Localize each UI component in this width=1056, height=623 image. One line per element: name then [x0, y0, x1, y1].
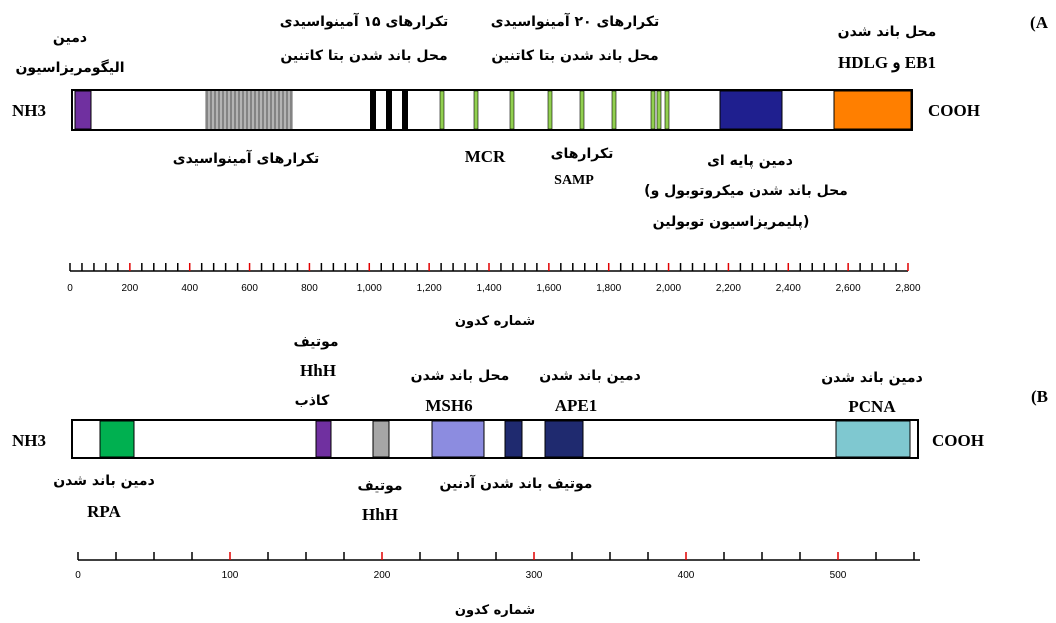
- panel-b-label: (B: [1031, 387, 1048, 406]
- basic-domain-label-3: پلیمریزاسیون توبولین): [653, 214, 810, 230]
- eb1-hdlg-binding-site: [833, 90, 912, 130]
- rpa-label-2: RPA: [87, 502, 121, 521]
- samp-repeat-mark: [579, 90, 585, 130]
- axis-a-title: شماره کدون: [455, 314, 535, 329]
- aa-repeats-label: تکرارهای آمینواسیدی: [173, 149, 320, 167]
- axis-a-tick-label: 2,000: [656, 283, 681, 294]
- axis-a-tick-label: 2,600: [836, 283, 861, 294]
- oligomerization-domain: [74, 90, 92, 130]
- adenine-motif-label: موتیف باند شدن آدنین: [440, 474, 593, 492]
- axis-a-tick-label: 400: [181, 283, 198, 294]
- samp-repeat-mark: [664, 90, 670, 130]
- axis-b-tick-label: 0: [75, 570, 81, 581]
- samp-repeat-mark: [473, 90, 479, 130]
- axis-a-tick-label: 1,200: [417, 283, 442, 294]
- pcna-label-1: دمین باند شدن: [821, 370, 923, 386]
- samp-label-1: تکرارهای: [551, 146, 614, 162]
- eb1-label-1: محل باند شدن: [838, 24, 937, 40]
- axis-b-tick-label: 300: [526, 570, 543, 581]
- panel-b: (B NH3 COOH موتیف HhH کاذب محل باند شدن …: [12, 334, 1048, 618]
- repeat-20aa-label-1: تکرارهای ۲۰ آمینواسیدی: [491, 12, 659, 30]
- mcr-label: MCR: [465, 147, 506, 166]
- c-terminus-label: COOH: [928, 101, 980, 120]
- hhh-label-1: موتیف: [357, 478, 402, 494]
- msh6-binding-site: [431, 420, 485, 458]
- pseudo-hhh-label-1: موتیف: [293, 334, 338, 350]
- msh6-label-2: MSH6: [425, 396, 472, 415]
- axis-b-tick-label: 100: [222, 570, 239, 581]
- axis-a-tick-label: 200: [122, 283, 139, 294]
- c-terminus-label-b: COOH: [932, 431, 984, 450]
- axis-a-tick-label: 1,400: [476, 283, 501, 294]
- beta-catenin-15aa-repeats: [370, 91, 408, 129]
- panel-a: (A NH3 COOH دمین الیگومریزاسیون تکرارهای…: [12, 12, 1049, 329]
- oligomerization-label-1: دمین: [53, 30, 87, 46]
- repeat-20aa-label-2: محل باند شدن بتا کاتنین: [491, 48, 658, 64]
- samp-repeat-mark: [650, 90, 656, 130]
- axis-a-tick-label: 2,800: [895, 283, 920, 294]
- mutyh-protein-bar: [71, 419, 919, 459]
- axis-a-tick-label: 1,600: [536, 283, 561, 294]
- repeat-block-bg: [205, 91, 293, 129]
- panel-a-label: (A: [1030, 13, 1049, 32]
- samp-repeat-mark: [611, 90, 617, 130]
- hhh-label-2: HhH: [362, 505, 398, 524]
- axis-b-tick-label: 500: [830, 570, 847, 581]
- codon-axis-b: 0 100 200 300 400 500: [75, 552, 920, 581]
- n-terminus-label: NH3: [12, 101, 46, 120]
- axis-a-tick-label: 0: [67, 283, 73, 294]
- oligomerization-label-2: الیگومریزاسیون: [15, 59, 124, 76]
- basic-domain: [719, 90, 783, 130]
- axis-a-tick-label: 2,200: [716, 283, 741, 294]
- axis-a-tick-label: 600: [241, 283, 258, 294]
- samp-repeat-mark: [439, 90, 445, 130]
- apc-protein-bar: [71, 89, 913, 131]
- adenine-binding-motif: [504, 420, 523, 458]
- repeat-15aa-label-1: تکرارهای ۱۵ آمینواسیدی: [280, 12, 448, 30]
- axis-a-tick-label: 1,800: [596, 283, 621, 294]
- pseudo-hhh-label-3: کاذب: [295, 393, 331, 409]
- samp-label-2: SAMP: [554, 173, 594, 188]
- axis-a-tick-label: 1,000: [357, 283, 382, 294]
- n-terminus-label-b: NH3: [12, 431, 46, 450]
- msh6-label-1: محل باند شدن: [411, 368, 510, 384]
- axis-b-tick-label: 200: [374, 570, 391, 581]
- samp-repeat-mark: [509, 90, 515, 130]
- pcna-binding-domain: [835, 420, 911, 458]
- repeat-15aa-2: [386, 91, 392, 129]
- repeat-15aa-1: [370, 91, 376, 129]
- hhh-motif: [372, 420, 390, 458]
- ape1-binding-domain: [544, 420, 584, 458]
- pseudo-hhh-motif: [315, 420, 332, 458]
- repeat-15aa-label-2: محل باند شدن بتا کاتنین: [280, 48, 447, 64]
- axis-b-title: شماره کدون: [455, 603, 535, 618]
- pcna-label-2: PCNA: [848, 397, 896, 416]
- axis-a-tick-label: 800: [301, 283, 318, 294]
- codon-axis-a: 0 200 400 600 800 1,000 1,200 1,400 1,600 1,800 2,…: [67, 263, 921, 294]
- armadillo-repeats: [205, 91, 293, 129]
- eb1-label-2: HDLG و EB1: [838, 53, 936, 73]
- ape1-label-2: APE1: [555, 396, 598, 415]
- basic-domain-label-1: دمین پایه ای: [707, 153, 793, 169]
- ape1-label-1: دمین باند شدن: [539, 368, 641, 384]
- samp-repeat-mark: [547, 90, 553, 130]
- samp-repeats: [439, 90, 670, 130]
- rpa-binding-domain: [99, 420, 135, 458]
- pseudo-hhh-label-2: HhH: [300, 361, 336, 380]
- basic-domain-label-2: (محل باند شدن میکروتوبول و: [644, 183, 848, 199]
- samp-repeat-mark: [656, 90, 662, 130]
- rpa-label-1: دمین باند شدن: [53, 473, 155, 489]
- axis-a-tick-label: 2,400: [776, 283, 801, 294]
- repeat-15aa-3: [402, 91, 408, 129]
- axis-b-tick-label: 400: [678, 570, 695, 581]
